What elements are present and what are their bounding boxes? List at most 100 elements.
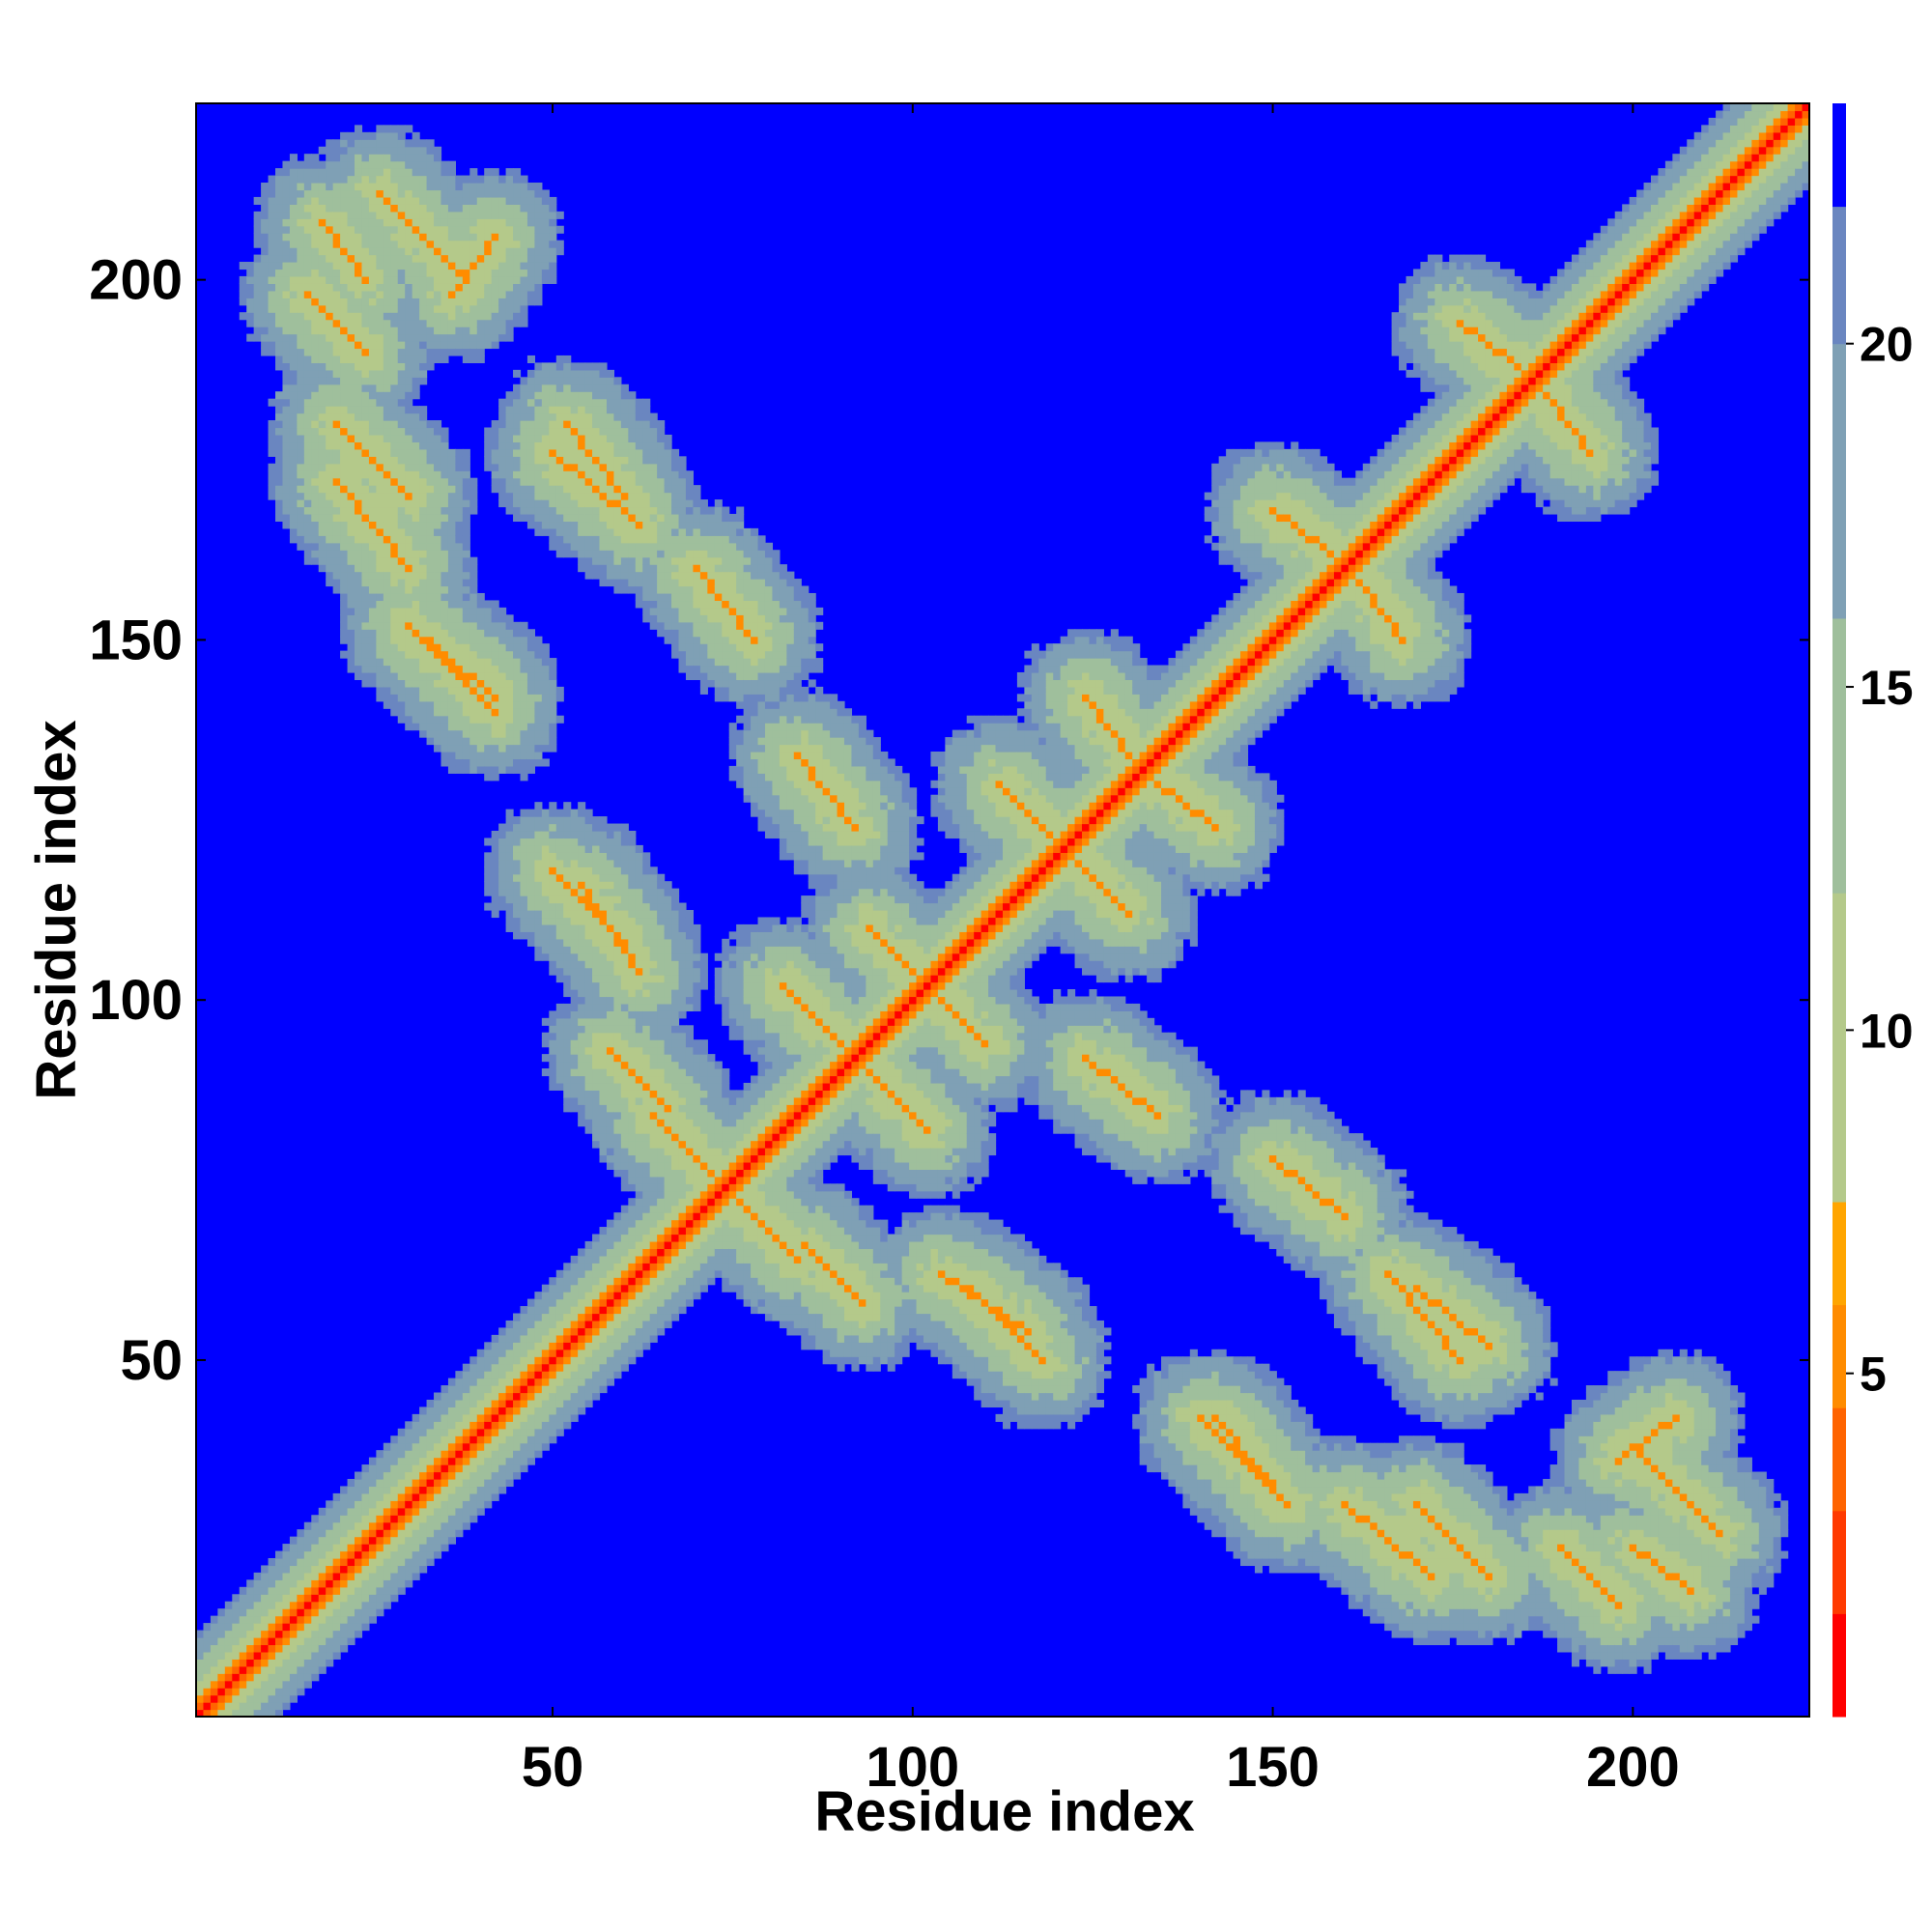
heatmap-cell — [555, 975, 564, 983]
heatmap-cell — [613, 975, 622, 983]
heatmap-cell — [412, 312, 420, 321]
heatmap-cell — [549, 1298, 557, 1307]
heatmap-cell — [268, 1673, 276, 1682]
heatmap-cell — [434, 1471, 442, 1480]
heatmap-cell — [592, 1269, 601, 1278]
heatmap-cell — [520, 1327, 528, 1336]
heatmap-cell — [332, 1515, 341, 1523]
heatmap-cell — [447, 665, 456, 673]
heatmap-cell — [318, 477, 327, 486]
heatmap-cell — [447, 737, 456, 746]
heatmap-cell — [412, 275, 420, 284]
heatmap-cell — [419, 146, 428, 155]
heatmap-cell — [426, 708, 435, 717]
heatmap-cell — [578, 369, 586, 378]
heatmap-cell — [397, 521, 406, 529]
heatmap-cell — [376, 658, 384, 667]
heatmap-cell — [390, 369, 399, 378]
heatmap-cell — [563, 809, 572, 817]
heatmap-cell — [397, 643, 406, 652]
heatmap-cell — [282, 175, 291, 184]
heatmap-cell — [541, 715, 550, 724]
heatmap-cell — [606, 377, 615, 385]
heatmap-cell — [505, 1385, 514, 1394]
heatmap-cell — [599, 923, 608, 932]
heatmap-cell — [332, 298, 341, 306]
heatmap-cell — [476, 175, 485, 184]
heatmap-cell — [447, 1500, 456, 1509]
heatmap-cell — [555, 838, 564, 846]
heatmap-cell — [505, 873, 514, 882]
heatmap-cell — [555, 420, 564, 429]
heatmap-cell — [620, 448, 629, 457]
heatmap-cell — [275, 341, 284, 350]
heatmap-cell — [311, 485, 320, 494]
heatmap-cell — [606, 1219, 615, 1228]
heatmap-cell — [484, 621, 493, 630]
heatmap-cell — [434, 160, 442, 169]
heatmap-cell — [390, 506, 399, 515]
heatmap-cell — [584, 910, 593, 919]
heatmap-cell — [311, 556, 320, 565]
heatmap-cell — [505, 1392, 514, 1401]
heatmap-cell — [613, 513, 622, 523]
heatmap-cell — [282, 341, 291, 350]
heatmap-cell — [620, 420, 629, 429]
heatmap-cell — [376, 665, 384, 673]
heatmap-cell — [397, 319, 406, 327]
heatmap-cell — [246, 304, 255, 313]
heatmap-cell — [361, 355, 370, 363]
heatmap-cell — [383, 377, 391, 385]
heatmap-cell — [275, 304, 284, 313]
heatmap-cell — [239, 1623, 247, 1632]
heatmap-cell — [520, 744, 528, 753]
heatmap-cell — [541, 938, 550, 947]
heatmap-cell — [311, 189, 320, 198]
heatmap-cell — [541, 275, 550, 284]
heatmap-cell — [584, 931, 593, 940]
heatmap-cell — [534, 527, 543, 536]
heatmap-cell — [412, 1435, 420, 1444]
heatmap-cell — [570, 1032, 579, 1040]
heatmap-cell — [455, 643, 464, 652]
heatmap-cell — [628, 1313, 637, 1321]
heatmap-cell — [513, 881, 522, 890]
heatmap-cell — [397, 492, 406, 500]
heatmap-cell — [541, 873, 550, 882]
heatmap-cell — [368, 1579, 377, 1588]
heatmap-cell — [376, 542, 384, 551]
heatmap-cell — [455, 175, 464, 184]
heatmap-cell — [541, 844, 550, 853]
heatmap-cell — [405, 262, 413, 270]
heatmap-cell — [361, 650, 370, 659]
heatmap-cell — [224, 1601, 233, 1609]
heatmap-cell — [555, 1010, 564, 1019]
heatmap-cell — [332, 463, 341, 471]
heatmap-cell — [347, 1579, 355, 1588]
heatmap-cell — [340, 1594, 349, 1603]
heatmap-cell — [491, 765, 499, 774]
heatmap-cell — [326, 1615, 334, 1624]
heatmap-cell — [599, 1277, 608, 1286]
heatmap-cell — [361, 146, 370, 155]
heatmap-cell — [434, 290, 442, 298]
heatmap-cell — [534, 477, 543, 486]
heatmap-cell — [383, 196, 391, 205]
heatmap-cell — [332, 1651, 341, 1660]
heatmap-cell — [419, 686, 428, 695]
heatmap-cell — [412, 434, 420, 443]
heatmap-cell — [419, 564, 428, 573]
heatmap-cell — [289, 506, 298, 515]
heatmap-cell — [347, 391, 355, 400]
heatmap-cell — [505, 319, 514, 327]
heatmap-cell — [469, 715, 478, 724]
heatmap-cell — [383, 1586, 391, 1595]
heatmap-cell — [303, 1586, 312, 1595]
heatmap-cell — [268, 448, 276, 457]
heatmap-cell — [419, 499, 428, 508]
heatmap-cell — [412, 715, 420, 724]
heatmap-cell — [426, 1413, 435, 1422]
heatmap-cell — [498, 275, 507, 284]
heatmap-cell — [412, 189, 420, 198]
heatmap-cell — [447, 275, 456, 284]
